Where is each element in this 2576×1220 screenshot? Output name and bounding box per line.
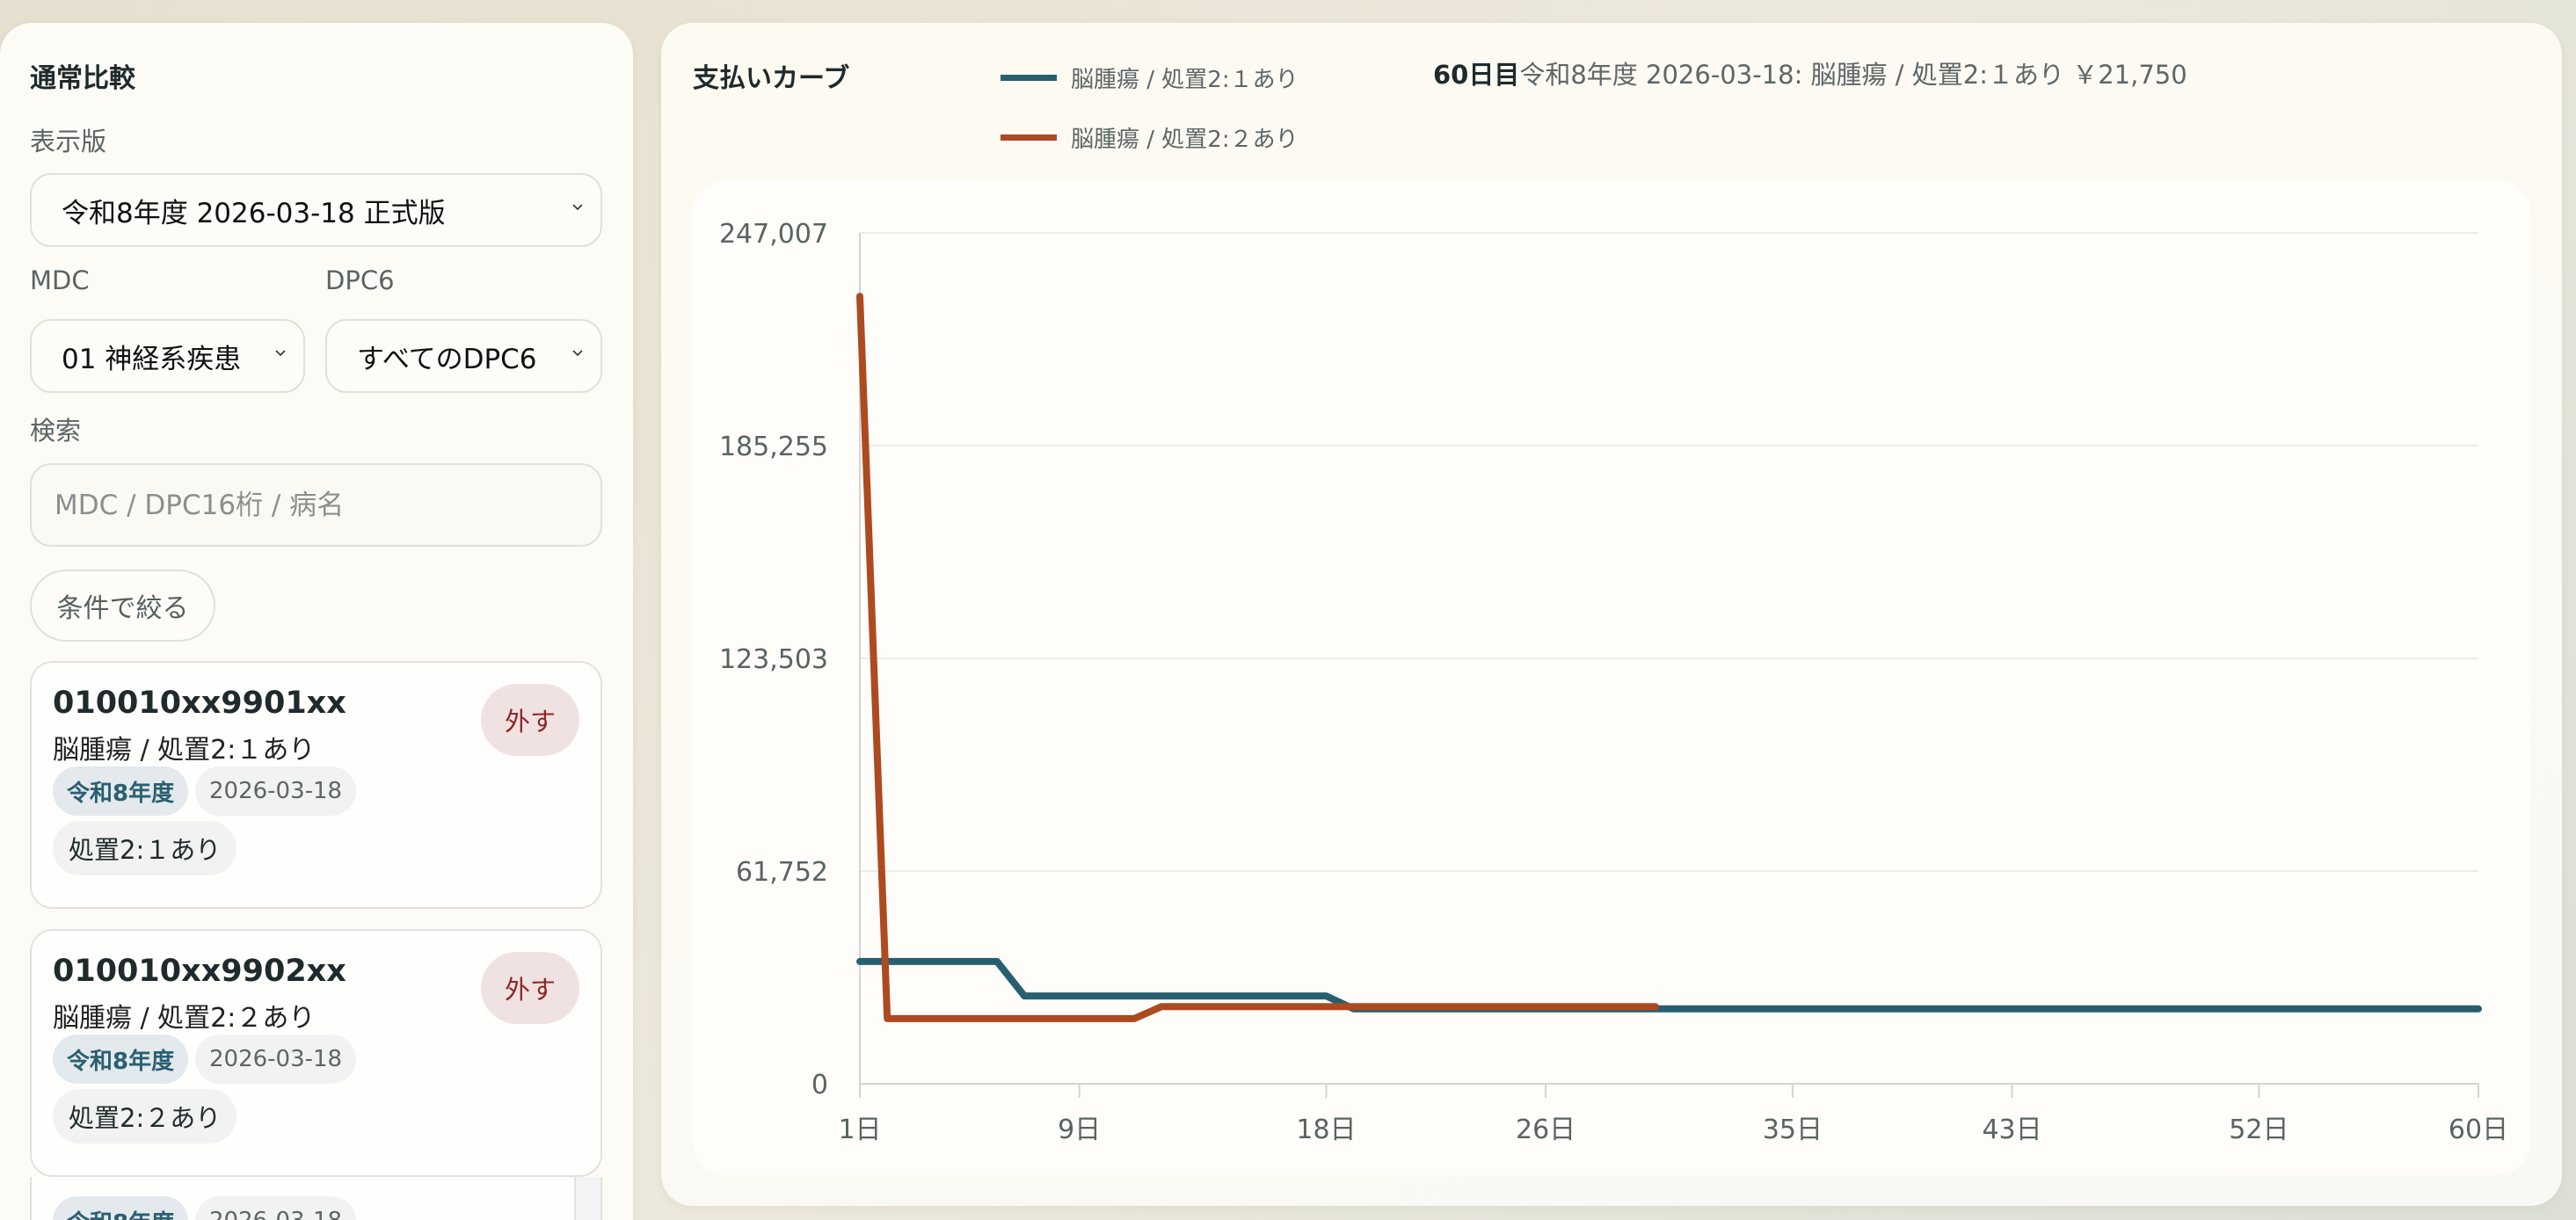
chart-area[interactable]: 0 61,752 123,503 185,255 247,007 1日 9日 18日 26日 35… [692,180,2531,1175]
x-tick-label: 9日 [1058,1115,1101,1145]
dpc-name: 脳腫瘍 / 処置2:２あり [53,1003,316,1034]
chevron-down-icon [275,350,286,357]
y-tick-label: 61,752 [736,857,828,888]
dpc-code: 010010xx9901xx [53,686,346,721]
mdc-select[interactable]: 01 神経系疾患 [30,319,305,393]
legend-label: 脳腫瘍 / 処置2:２あり [1071,127,1299,153]
version-select-value: 令和8年度 2026-03-18 正式版 [62,197,446,229]
version-select[interactable]: 令和8年度 2026-03-18 正式版 [30,173,602,247]
dpc6-select[interactable]: すべてのDPC6 [325,319,602,393]
hover-readout: 60日目令和8年度 2026-03-18: 脳腫瘍 / 処置2:１あり ￥21,… [1433,54,2187,91]
version-label: 表示版 [30,127,107,156]
x-tick-label: 60日 [2449,1115,2508,1145]
search-input[interactable] [30,463,602,547]
x-tick-label: 52日 [2229,1115,2289,1145]
legend-swatch [1001,75,1057,81]
legend-item[interactable]: 脳腫瘍 / 処置2:２あり [1001,121,1299,154]
era-chip: 令和8年度 [53,1196,189,1220]
dpc6-label: DPC6 [325,265,395,295]
date-chip: 2026-03-18 [195,1196,357,1220]
era-chip: 令和8年度 [53,1035,189,1084]
dpc-name: 脳腫瘍 / 処置2:１あり [53,735,316,766]
x-tick-label: 26日 [1516,1115,1575,1145]
condition-chip: 処置2:１あり [53,821,237,875]
line-chart[interactable]: 0 61,752 123,503 185,255 247,007 1日 9日 18日 26日 35… [692,180,2531,1175]
mdc-select-value: 01 神経系疾患 [62,343,242,375]
y-tick-label: 123,503 [719,644,828,675]
selected-card: 010010xx9901xx 脳腫瘍 / 処置2:１あり 外す 令和8年度 20… [30,661,602,909]
series-line-2 [856,293,1659,1022]
chevron-down-icon [572,350,583,357]
date-chip: 2026-03-18 [195,766,357,816]
date-chip: 2026-03-18 [195,1035,357,1084]
legend-swatch [1001,134,1057,141]
x-tick-label: 35日 [1763,1115,1823,1145]
remove-button[interactable]: 外す [481,684,579,756]
comparison-sidebar: 通常比較 表示版 令和8年度 2026-03-18 正式版 MDC DPC6 0… [0,23,633,1220]
legend-label: 脳腫瘍 / 処置2:１あり [1071,67,1299,93]
x-tick-label: 1日 [838,1115,881,1145]
chart-title: 支払いカーブ [693,63,850,94]
condition-chip: 処置2:２あり [53,1089,237,1144]
y-tick-label: 185,255 [719,432,828,462]
remove-button[interactable]: 外す [481,952,579,1024]
payment-curve-panel: 支払いカーブ 脳腫瘍 / 処置2:１あり 脳腫瘍 / 処置2:２あり 60日目令… [661,23,2562,1206]
hover-detail: 令和8年度 2026-03-18: 脳腫瘍 / 処置2:１あり ￥21,750 [1519,60,2187,90]
chevron-down-icon [572,204,583,211]
card-list-scrollbar[interactable] [576,1177,602,1220]
legend-item[interactable]: 脳腫瘍 / 処置2:１あり [1001,62,1299,94]
dpc-code: 010010xx9902xx [53,954,346,989]
y-tick-label: 0 [811,1070,828,1100]
sidebar-title: 通常比較 [30,63,135,94]
hover-day: 60日目 [1433,60,1520,90]
x-tick-label: 43日 [1982,1115,2041,1145]
search-label: 検索 [30,416,82,446]
selected-card: 010010xx9902xx 脳腫瘍 / 処置2:２あり 外す 令和8年度 20… [30,929,602,1177]
selected-card-partial: 令和8年度 2026-03-18 [30,1177,576,1220]
dpc6-select-value: すべてのDPC6 [357,343,537,375]
y-tick-label: 247,007 [719,219,828,250]
x-tick-label: 18日 [1296,1115,1356,1145]
mdc-label: MDC [30,265,90,295]
era-chip: 令和8年度 [53,766,189,816]
filter-button[interactable]: 条件で絞る [30,570,215,642]
series-line-1 [856,957,2482,1013]
